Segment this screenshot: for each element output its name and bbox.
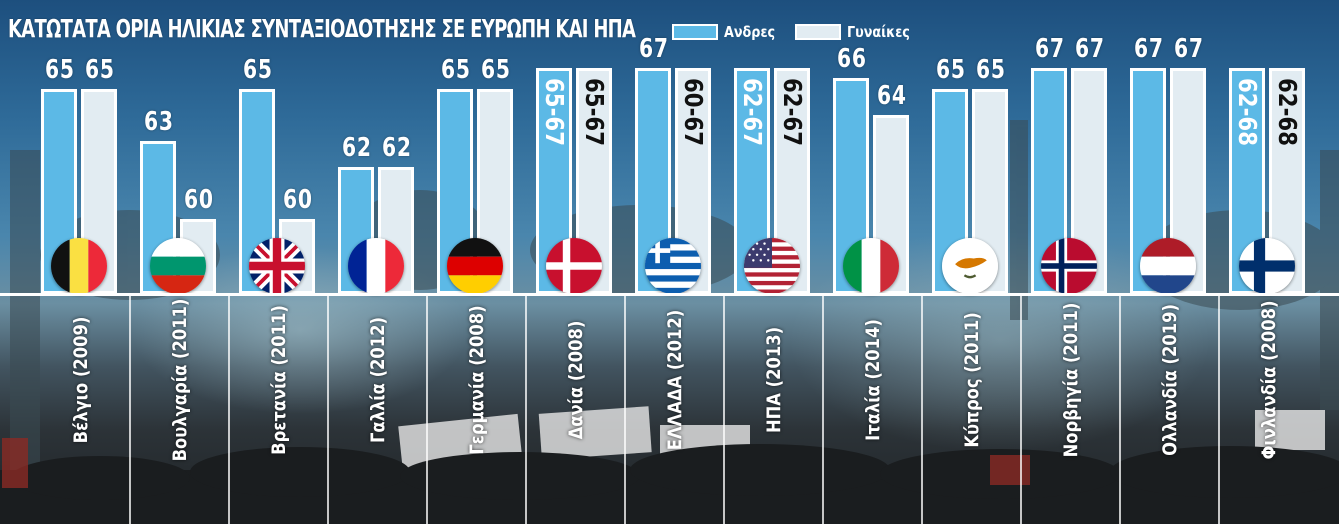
germany-flag-icon bbox=[447, 238, 503, 294]
value-label-men-c9: 65 bbox=[935, 55, 966, 85]
bulgaria-flag-icon bbox=[150, 238, 206, 294]
value-label-women-c2: 60 bbox=[282, 185, 313, 215]
value-text-men-c12: 62-68 bbox=[1233, 78, 1262, 146]
value-label-men-c1: 63 bbox=[143, 107, 174, 137]
value-label-women-c4: 65 bbox=[480, 55, 511, 85]
column-separator bbox=[426, 296, 428, 524]
country-label-c3: Γαλλία (2012) bbox=[367, 316, 389, 444]
country-label-c4: Γερμανία (2008) bbox=[466, 305, 488, 455]
legend-item-women: Γυναίκες bbox=[795, 22, 921, 42]
column-separator bbox=[1218, 296, 1220, 524]
value-label-women-c5: 65-67 bbox=[576, 72, 612, 152]
chart-title: ΚΑΤΩΤΑΤΑ ΟΡΙΑ ΗΛΙΚΙΑΣ ΣΥΝΤΑΞΙΟΔΟΤΗΣΗΣ ΣΕ… bbox=[8, 14, 636, 43]
value-text-women-c7: 62-67 bbox=[778, 78, 807, 146]
norway-flag-icon bbox=[1041, 238, 1097, 294]
column-separator bbox=[228, 296, 230, 524]
value-text-women-c5: 65-67 bbox=[580, 78, 609, 146]
country-label-c10: Νορβηγία (2011) bbox=[1060, 302, 1082, 458]
country-label-c1: Βουλγαρία (2011) bbox=[169, 298, 191, 462]
value-text-women-c12: 62-68 bbox=[1273, 78, 1302, 146]
value-label-men-c5: 65-67 bbox=[536, 72, 572, 152]
value-label-women-c11: 67 bbox=[1173, 34, 1204, 64]
value-text-women-c6: 60-67 bbox=[679, 78, 708, 146]
legend-swatch-men bbox=[672, 24, 718, 40]
country-label-c5: Δανία (2008) bbox=[565, 320, 587, 440]
finland-flag-icon bbox=[1239, 238, 1295, 294]
value-label-men-c12: 62-68 bbox=[1229, 72, 1265, 152]
column-separator bbox=[327, 296, 329, 524]
bar-men-c8 bbox=[833, 78, 869, 294]
country-label-c9: Κύπρος (2011) bbox=[961, 312, 983, 448]
value-label-men-c8: 66 bbox=[836, 44, 867, 74]
usa-flag-icon bbox=[744, 238, 800, 294]
value-label-men-c0: 65 bbox=[44, 55, 75, 85]
country-label-c7: ΗΠΑ (2013) bbox=[763, 326, 785, 434]
column-separator bbox=[624, 296, 626, 524]
column-separator bbox=[129, 296, 131, 524]
value-label-women-c7: 62-67 bbox=[774, 72, 810, 152]
value-label-women-c0: 65 bbox=[84, 55, 115, 85]
value-label-men-c4: 65 bbox=[440, 55, 471, 85]
france-flag-icon bbox=[348, 238, 404, 294]
belgium-flag-icon bbox=[51, 238, 107, 294]
legend-swatch-women bbox=[795, 24, 841, 40]
value-text-men-c7: 62-67 bbox=[738, 78, 767, 146]
value-label-men-c7: 62-67 bbox=[734, 72, 770, 152]
netherlands-flag-icon bbox=[1140, 238, 1196, 294]
column-separator bbox=[525, 296, 527, 524]
value-label-men-c11: 67 bbox=[1133, 34, 1164, 64]
uk-flag-icon bbox=[249, 238, 305, 294]
baseline bbox=[0, 293, 1339, 296]
bar-men-c6 bbox=[635, 68, 671, 294]
value-label-men-c10: 67 bbox=[1034, 34, 1065, 64]
cyprus-flag-icon bbox=[942, 238, 998, 294]
value-label-men-c3: 62 bbox=[341, 133, 372, 163]
value-label-women-c8: 64 bbox=[876, 81, 907, 111]
greece-flag-icon bbox=[645, 238, 701, 294]
legend-label-women: Γυναίκες bbox=[847, 23, 910, 41]
column-separator bbox=[1020, 296, 1022, 524]
country-label-c6: ΕΛΛΑΔΑ (2012) bbox=[664, 309, 686, 451]
value-label-women-c6: 60-67 bbox=[675, 72, 711, 152]
country-label-c8: Ιταλία (2014) bbox=[862, 319, 884, 441]
value-label-women-c3: 62 bbox=[381, 133, 412, 163]
legend-item-men: Ανδρες bbox=[672, 22, 784, 42]
country-label-c2: Βρετανία (2011) bbox=[268, 305, 290, 455]
column-separator bbox=[1119, 296, 1121, 524]
country-label-c12: Φινλανδία (2008) bbox=[1258, 300, 1280, 460]
country-label-c11: Ολλανδία (2019) bbox=[1159, 304, 1181, 456]
value-label-women-c12: 62-68 bbox=[1269, 72, 1305, 152]
value-label-men-c2: 65 bbox=[242, 55, 273, 85]
bar-men-c10 bbox=[1031, 68, 1067, 294]
value-label-men-c6: 67 bbox=[638, 34, 669, 64]
column-separator bbox=[822, 296, 824, 524]
value-label-women-c1: 60 bbox=[183, 185, 214, 215]
italy-flag-icon bbox=[843, 238, 899, 294]
value-text-men-c5: 65-67 bbox=[540, 78, 569, 146]
column-separator bbox=[921, 296, 923, 524]
value-label-women-c10: 67 bbox=[1074, 34, 1105, 64]
column-separator bbox=[723, 296, 725, 524]
value-label-women-c9: 65 bbox=[975, 55, 1006, 85]
legend-label-men: Ανδρες bbox=[724, 23, 776, 41]
denmark-flag-icon bbox=[546, 238, 602, 294]
country-label-c0: Βέλγιο (2009) bbox=[70, 316, 92, 444]
